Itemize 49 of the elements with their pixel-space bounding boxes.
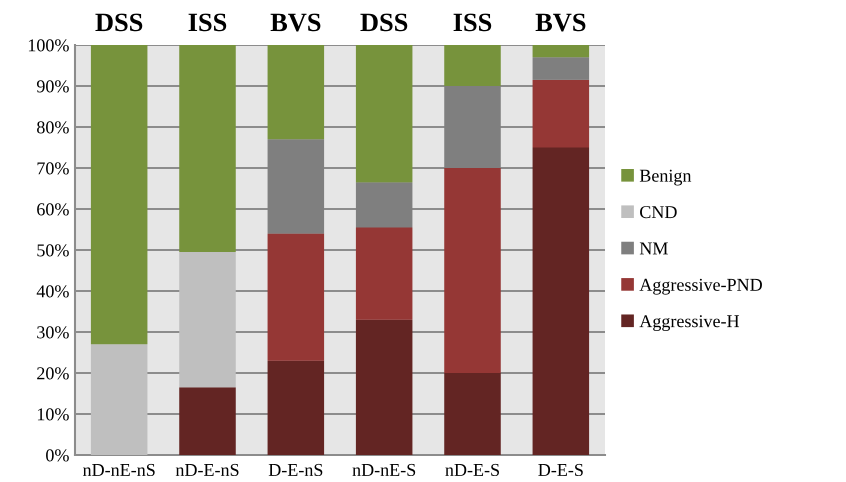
bar [179,45,236,252]
bar [179,252,236,388]
y-tick-label: 10% [38,408,69,420]
annotation: DSS [95,14,142,32]
bar [532,148,590,455]
y-tick-label: 0% [46,449,69,462]
bar [532,57,590,80]
x-tick-label: nD-E-S [445,464,499,476]
bar [444,168,501,373]
y-tick-label: 80% [37,121,69,134]
y-tick-label: 40% [36,285,69,298]
bar [444,373,501,455]
annotation: BVS [270,14,320,32]
y-tick-label: 50% [37,244,69,256]
bar [356,182,412,228]
legend-label: Benign [640,170,692,186]
bar [268,360,324,455]
annotation: DSS [360,14,408,32]
bar [444,45,501,86]
bar [356,227,412,320]
bar [90,45,148,344]
x-tick-label: D-E-nS [268,464,322,476]
y-tick-label: 30% [37,326,69,338]
y-tick-label: 20% [37,367,69,380]
bar [268,234,324,361]
y-tick-label: 60% [37,203,69,216]
bar [356,320,412,455]
bar [90,344,148,455]
bar [179,387,236,455]
bar [268,45,324,140]
x-tick-label: D-E-S [538,464,583,476]
annotation: BVS [536,14,586,32]
bar [268,139,324,234]
legend-label: NM [640,242,668,254]
bar [444,86,501,168]
bar [532,80,590,148]
y-tick-label: 90% [36,80,69,92]
bar [532,45,590,58]
x-tick-label: nD-E-nS [176,464,238,476]
legend-label: CND [640,206,677,218]
x-tick-label: nD-nE-nS [82,464,155,476]
bar [356,45,412,182]
y-tick-label: 70% [38,162,69,174]
legend-label: Aggressive-H [639,315,740,332]
y-tick-label: 100% [28,39,69,52]
annotation: ISS [188,14,226,32]
annotation: ISS [454,14,492,32]
x-tick-label: nD-nE-S [352,464,416,476]
legend-label: Aggressive-PND [639,278,762,295]
